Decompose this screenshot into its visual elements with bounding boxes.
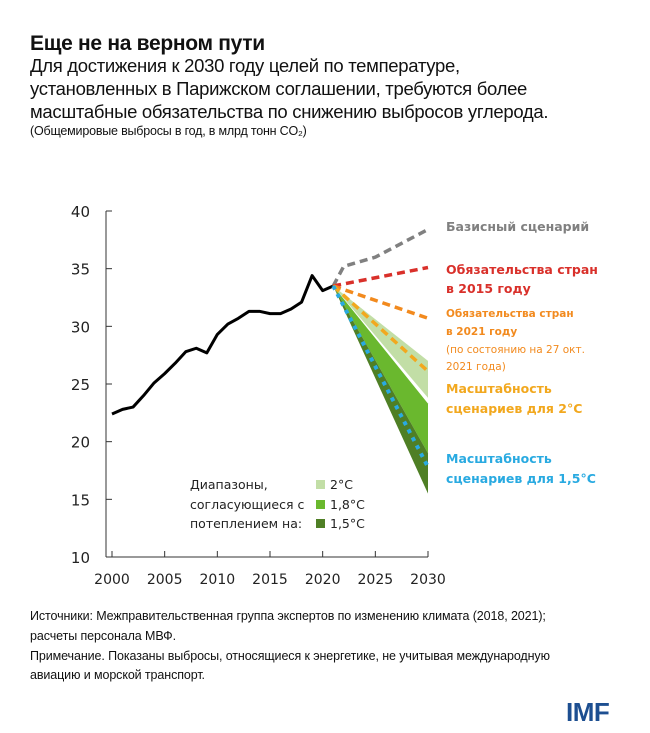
y-tick-label: 35 xyxy=(71,261,90,279)
legend-label: 2°C xyxy=(330,477,353,492)
x-tick-label: 2000 xyxy=(94,572,130,588)
x-tick-label: 2010 xyxy=(200,572,236,588)
series-label: сценариев для 1,5°C xyxy=(446,471,596,486)
series-label: Обязательства стран xyxy=(446,308,574,320)
legend-swatch xyxy=(316,500,325,509)
projection-line xyxy=(331,227,429,287)
x-tick-label: 2015 xyxy=(252,572,288,588)
series-label: Масштабность xyxy=(446,451,552,466)
band-15 xyxy=(333,285,428,494)
series-label: в 2021 году xyxy=(446,326,517,338)
page-title: Еще не на верном пути xyxy=(30,32,265,55)
legend-title: Диапазоны, xyxy=(190,477,268,492)
y-tick-label: 10 xyxy=(71,549,90,567)
source-note: Источники: Межправительственная группа э… xyxy=(30,609,546,623)
legend-title: согласующиеся с xyxy=(190,497,304,512)
y-tick-label: 30 xyxy=(71,318,90,336)
x-tick-label: 2020 xyxy=(305,572,341,588)
x-tick-label: 2030 xyxy=(410,572,446,588)
source-note: расчеты персонала МВФ. xyxy=(30,629,176,643)
subtitle-line: установленных в Парижском соглашении, тр… xyxy=(30,78,528,99)
historical-line xyxy=(111,274,334,416)
x-tick-label: 2005 xyxy=(147,572,183,588)
legend-swatch xyxy=(316,480,325,489)
legend-label: 1,8°C xyxy=(330,497,365,512)
units-label: (Общемировые выбросы в год, в млрд тонн … xyxy=(30,124,307,138)
series-label: 2021 года) xyxy=(446,361,506,373)
y-tick-label: 40 xyxy=(71,203,90,221)
y-tick-label: 20 xyxy=(71,434,90,452)
series-label: (по состоянию на 27 окт. xyxy=(446,344,585,356)
footnote: авиацию и морской транспорт. xyxy=(30,668,205,682)
series-label: Обязательства стран xyxy=(446,262,598,277)
band-2 xyxy=(333,285,428,398)
projection-line xyxy=(332,265,429,288)
imf-logo: IMF xyxy=(566,697,610,727)
x-tick-label: 2025 xyxy=(358,572,394,588)
series-label: сценариев для 2°C xyxy=(446,401,582,416)
subtitle-line: масштабные обязательства по снижению выб… xyxy=(30,101,549,122)
y-tick-label: 25 xyxy=(71,376,90,394)
y-tick-label: 15 xyxy=(71,491,90,509)
subtitle-line: Для достижения к 2030 году целей по темп… xyxy=(30,55,460,76)
legend-swatch xyxy=(316,519,325,528)
series-label: Масштабность xyxy=(446,381,552,396)
series-label: в 2015 году xyxy=(446,281,531,296)
projection-line xyxy=(332,284,429,320)
projection-line xyxy=(332,284,430,373)
footnote: Примечание. Показаны выбросы, относящиес… xyxy=(30,649,550,663)
legend-title: потеплением на: xyxy=(190,516,302,531)
projection-line xyxy=(331,285,430,468)
series-label: Базисный сценарий xyxy=(446,219,589,234)
legend-label: 1,5°C xyxy=(330,516,365,531)
